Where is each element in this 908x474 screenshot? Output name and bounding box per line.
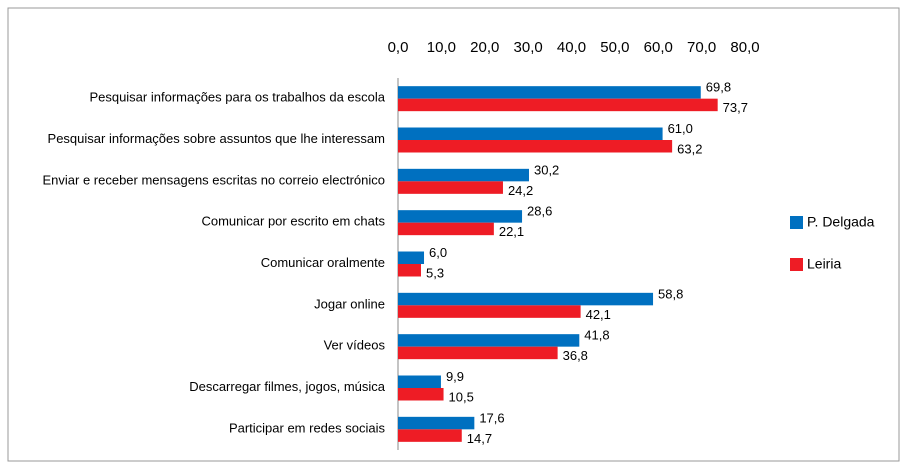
x-tick-label: 60,0 xyxy=(644,39,673,56)
value-label: 5,3 xyxy=(426,265,444,280)
bar xyxy=(398,429,462,442)
y-tick-label: Ver vídeos xyxy=(324,338,386,353)
x-tick-label: 0,0 xyxy=(388,39,409,56)
value-label: 63,2 xyxy=(677,141,702,156)
value-label: 73,7 xyxy=(723,100,748,115)
bar xyxy=(398,264,421,277)
value-label: 28,6 xyxy=(527,204,552,219)
bar xyxy=(398,127,663,140)
x-tick-label: 50,0 xyxy=(600,39,629,56)
legend-swatch xyxy=(790,258,803,271)
bar xyxy=(398,305,581,318)
value-label: 69,8 xyxy=(706,80,731,95)
bar xyxy=(398,292,654,306)
legend-swatch xyxy=(790,216,803,229)
value-label: 36,8 xyxy=(563,348,588,363)
y-tick-label: Descarregar filmes, jogos, música xyxy=(189,379,386,394)
value-label: 24,2 xyxy=(508,183,533,198)
value-label: 9,9 xyxy=(446,369,464,384)
value-label: 17,6 xyxy=(479,410,504,425)
value-label: 61,0 xyxy=(668,121,693,136)
value-label: 41,8 xyxy=(584,328,609,343)
x-tick-label: 80,0 xyxy=(730,39,759,56)
value-label: 6,0 xyxy=(429,245,447,260)
y-tick-label: Pesquisar informações para os trabalhos … xyxy=(89,90,385,105)
x-tick-label: 40,0 xyxy=(557,39,586,56)
bar xyxy=(398,98,718,112)
value-label: 22,1 xyxy=(499,224,524,239)
x-tick-label: 30,0 xyxy=(514,39,543,56)
y-tick-label: Pesquisar informações sobre assuntos que… xyxy=(48,131,385,146)
y-tick-label: Enviar e receber mensagens escritas no c… xyxy=(42,173,385,188)
bar xyxy=(398,168,529,182)
bar xyxy=(398,346,558,360)
y-tick-label: Participar em redes sociais xyxy=(229,421,386,436)
bar xyxy=(398,388,444,401)
bar xyxy=(398,86,701,99)
legend-label: P. Delgada xyxy=(807,214,875,230)
bar xyxy=(398,140,673,153)
value-label: 58,8 xyxy=(658,286,683,301)
value-label: 14,7 xyxy=(467,431,492,446)
x-tick-label: 70,0 xyxy=(687,39,716,56)
bar xyxy=(398,222,494,236)
bar xyxy=(398,251,425,264)
x-tick-label: 20,0 xyxy=(470,39,499,56)
bar xyxy=(398,375,441,388)
bar xyxy=(398,181,503,194)
legend-label: Leiria xyxy=(807,256,841,272)
bar xyxy=(398,210,523,223)
value-label: 10,5 xyxy=(449,389,474,404)
y-tick-label: Comunicar por escrito em chats xyxy=(201,214,385,229)
bar xyxy=(398,334,580,347)
value-label: 42,1 xyxy=(586,307,611,322)
x-tick-label: 10,0 xyxy=(427,39,456,56)
bar xyxy=(398,416,475,430)
value-label: 30,2 xyxy=(534,162,559,177)
y-tick-label: Comunicar oralmente xyxy=(261,255,385,270)
y-tick-label: Jogar online xyxy=(314,297,385,312)
